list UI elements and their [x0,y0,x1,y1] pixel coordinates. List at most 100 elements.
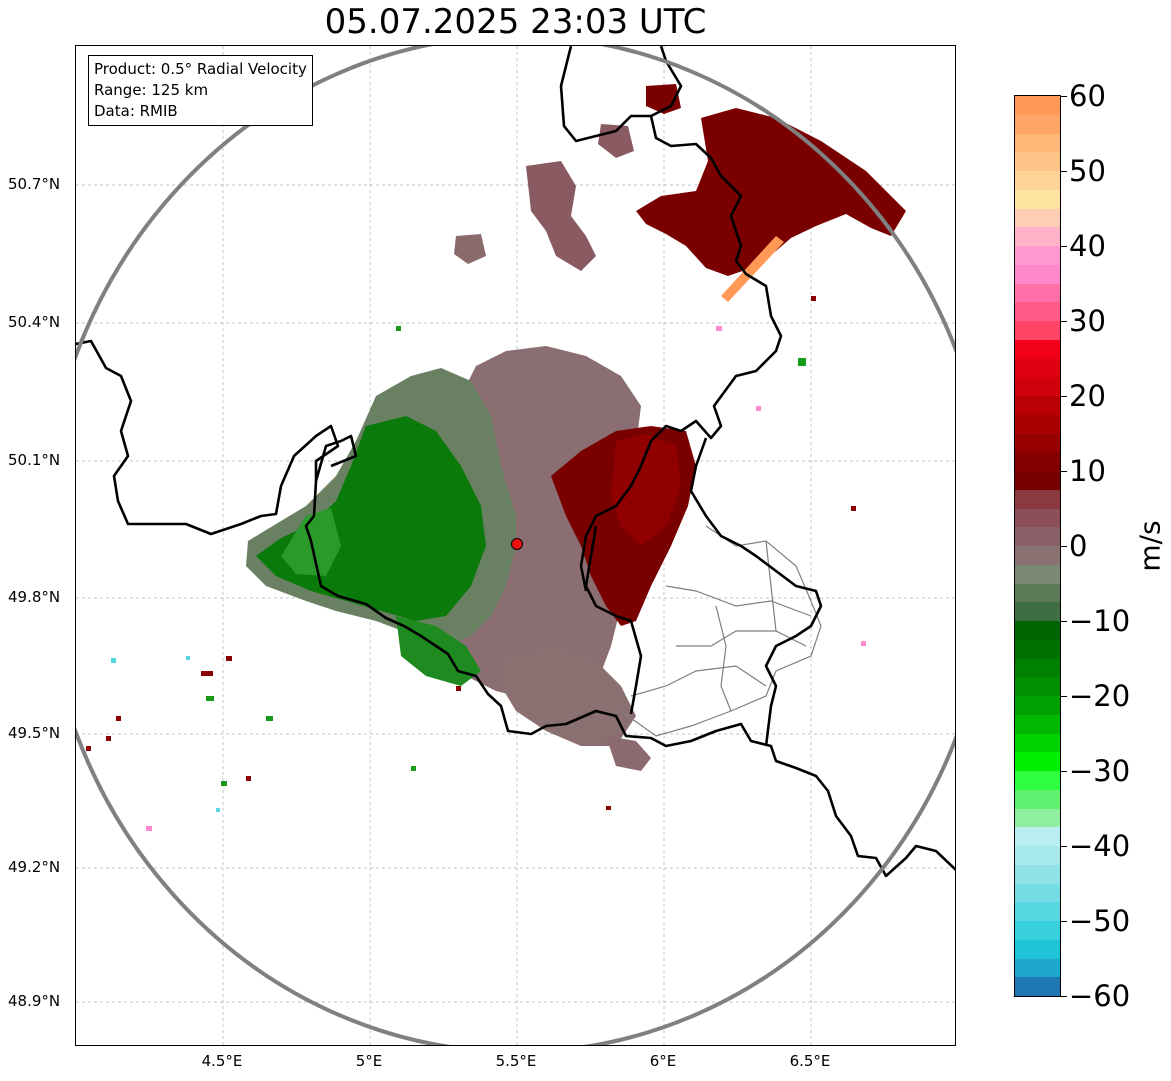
colorbar-segment [1015,939,1060,960]
border-be-lu-de [314,434,358,482]
colorbar-tick-label: 40 [1069,229,1106,263]
colorbar-segment [1015,902,1060,922]
lat-tick-label: 49.5°N [8,724,61,742]
colorbar-segment [1015,227,1060,247]
border-north-de [559,46,651,143]
country-borders [76,46,955,878]
info-data-source: Data: RMIB [94,102,178,120]
radar-map[interactable] [75,45,956,1046]
border-nw-fr-be [76,339,955,878]
colorbar-segment [1015,114,1060,135]
colorbar-segment [1015,789,1060,810]
colorbar-segment [1015,602,1060,622]
colorbar-segment [1015,283,1060,303]
colorbar-segment [1015,414,1060,435]
lon-tick-label: 6°E [649,1052,677,1070]
colorbar-tick-mark [1061,921,1067,922]
colorbar-tick-mark [1061,696,1067,697]
echo-outbound-ne [636,108,906,276]
colorbar-segment [1015,846,1060,866]
colorbar-segment [1015,377,1060,397]
lon-tick-label: 6.5°E [789,1052,831,1070]
echo-clutter-strip [721,236,784,302]
colorbar-tick-label: −40 [1069,829,1131,863]
colorbar-segment [1015,621,1060,641]
colorbar-tick-mark [1061,471,1067,472]
colorbar-segment [1015,883,1060,903]
velocity-colorbar [1014,95,1061,997]
colorbar-segment [1015,733,1060,753]
colorbar-tick-label: −30 [1069,754,1131,788]
colorbar-tick-label: 30 [1069,304,1106,338]
colorbar-segment [1015,189,1060,210]
colorbar-segment [1015,677,1060,697]
colorbar-segment [1015,921,1060,941]
echo-near-zero-nw [454,234,486,264]
colorbar-segment [1015,358,1060,378]
border-de-fr [689,437,823,747]
colorbar-segment [1015,489,1060,510]
echo-outbound-east2 [611,434,681,546]
colorbar-segment [1015,752,1060,772]
colorbar-segment [1015,133,1060,153]
lat-tick-label: 50.7°N [8,175,61,193]
echo-near-zero-se [501,646,636,746]
colorbar-tick-mark [1061,171,1067,172]
echo-outbound-n [646,84,681,114]
colorbar-tick-mark [1061,996,1067,997]
echo-speckles-green [206,326,806,786]
colorbar-segment [1015,152,1060,172]
colorbar-segment [1015,171,1060,191]
colorbar-tick-label: 0 [1069,529,1088,563]
colorbar-unit-label: m/s [1133,520,1167,572]
colorbar-segment [1015,714,1060,735]
colorbar-segment [1015,696,1060,716]
lon-tick-label: 4.5°E [201,1052,243,1070]
colorbar-segment [1015,433,1060,453]
colorbar-tick-mark [1061,546,1067,547]
colorbar-segment [1015,527,1060,547]
colorbar-tick-mark [1061,846,1067,847]
colorbar-tick-mark [1061,396,1067,397]
lat-tick-label: 48.9°N [8,992,61,1010]
colorbar-segment [1015,396,1060,416]
colorbar-tick-mark [1061,96,1067,97]
lat-tick-label: 49.2°N [8,858,61,876]
colorbar-segment [1015,471,1060,491]
colorbar-tick-mark [1061,771,1067,772]
echo-speckles-pink [146,326,866,831]
colorbar-segment [1015,246,1060,266]
product-info-box: Product: 0.5° Radial Velocity Range: 125… [88,55,313,126]
colorbar-tick-label: 50 [1069,154,1106,188]
colorbar-segment [1015,208,1060,228]
colorbar-segment [1015,958,1060,978]
colorbar-segment [1015,508,1060,528]
colorbar-segment [1015,264,1060,285]
colorbar-tick-mark [1061,246,1067,247]
info-range: Range: 125 km [94,81,209,99]
border-lu [584,46,783,537]
radar-site-marker[interactable] [511,538,523,550]
radar-echoes [86,84,906,831]
colorbar-tick-label: −50 [1069,904,1131,938]
regional-borders [620,525,822,737]
colorbar-segment [1015,977,1060,996]
border-lu-west [584,525,643,715]
colorbar-segment [1015,321,1060,341]
border-lu-south [579,535,588,592]
colorbar-tick-mark [1061,621,1067,622]
lon-tick-label: 5°E [355,1052,383,1070]
colorbar-segment [1015,564,1060,585]
lat-tick-label: 49.8°N [8,588,61,606]
colorbar-segment [1015,96,1060,116]
colorbar-tick-label: 20 [1069,379,1106,413]
colorbar-segment [1015,583,1060,603]
colorbar-tick-mark [1061,321,1067,322]
echo-near-zero-n2 [598,124,634,158]
echo-speckles [86,296,856,810]
colorbar-tick-label: −20 [1069,679,1131,713]
colorbar-segment [1015,864,1060,885]
colorbar-segment [1015,827,1060,847]
colorbar-segment [1015,658,1060,678]
colorbar-tick-label: 60 [1069,79,1106,113]
